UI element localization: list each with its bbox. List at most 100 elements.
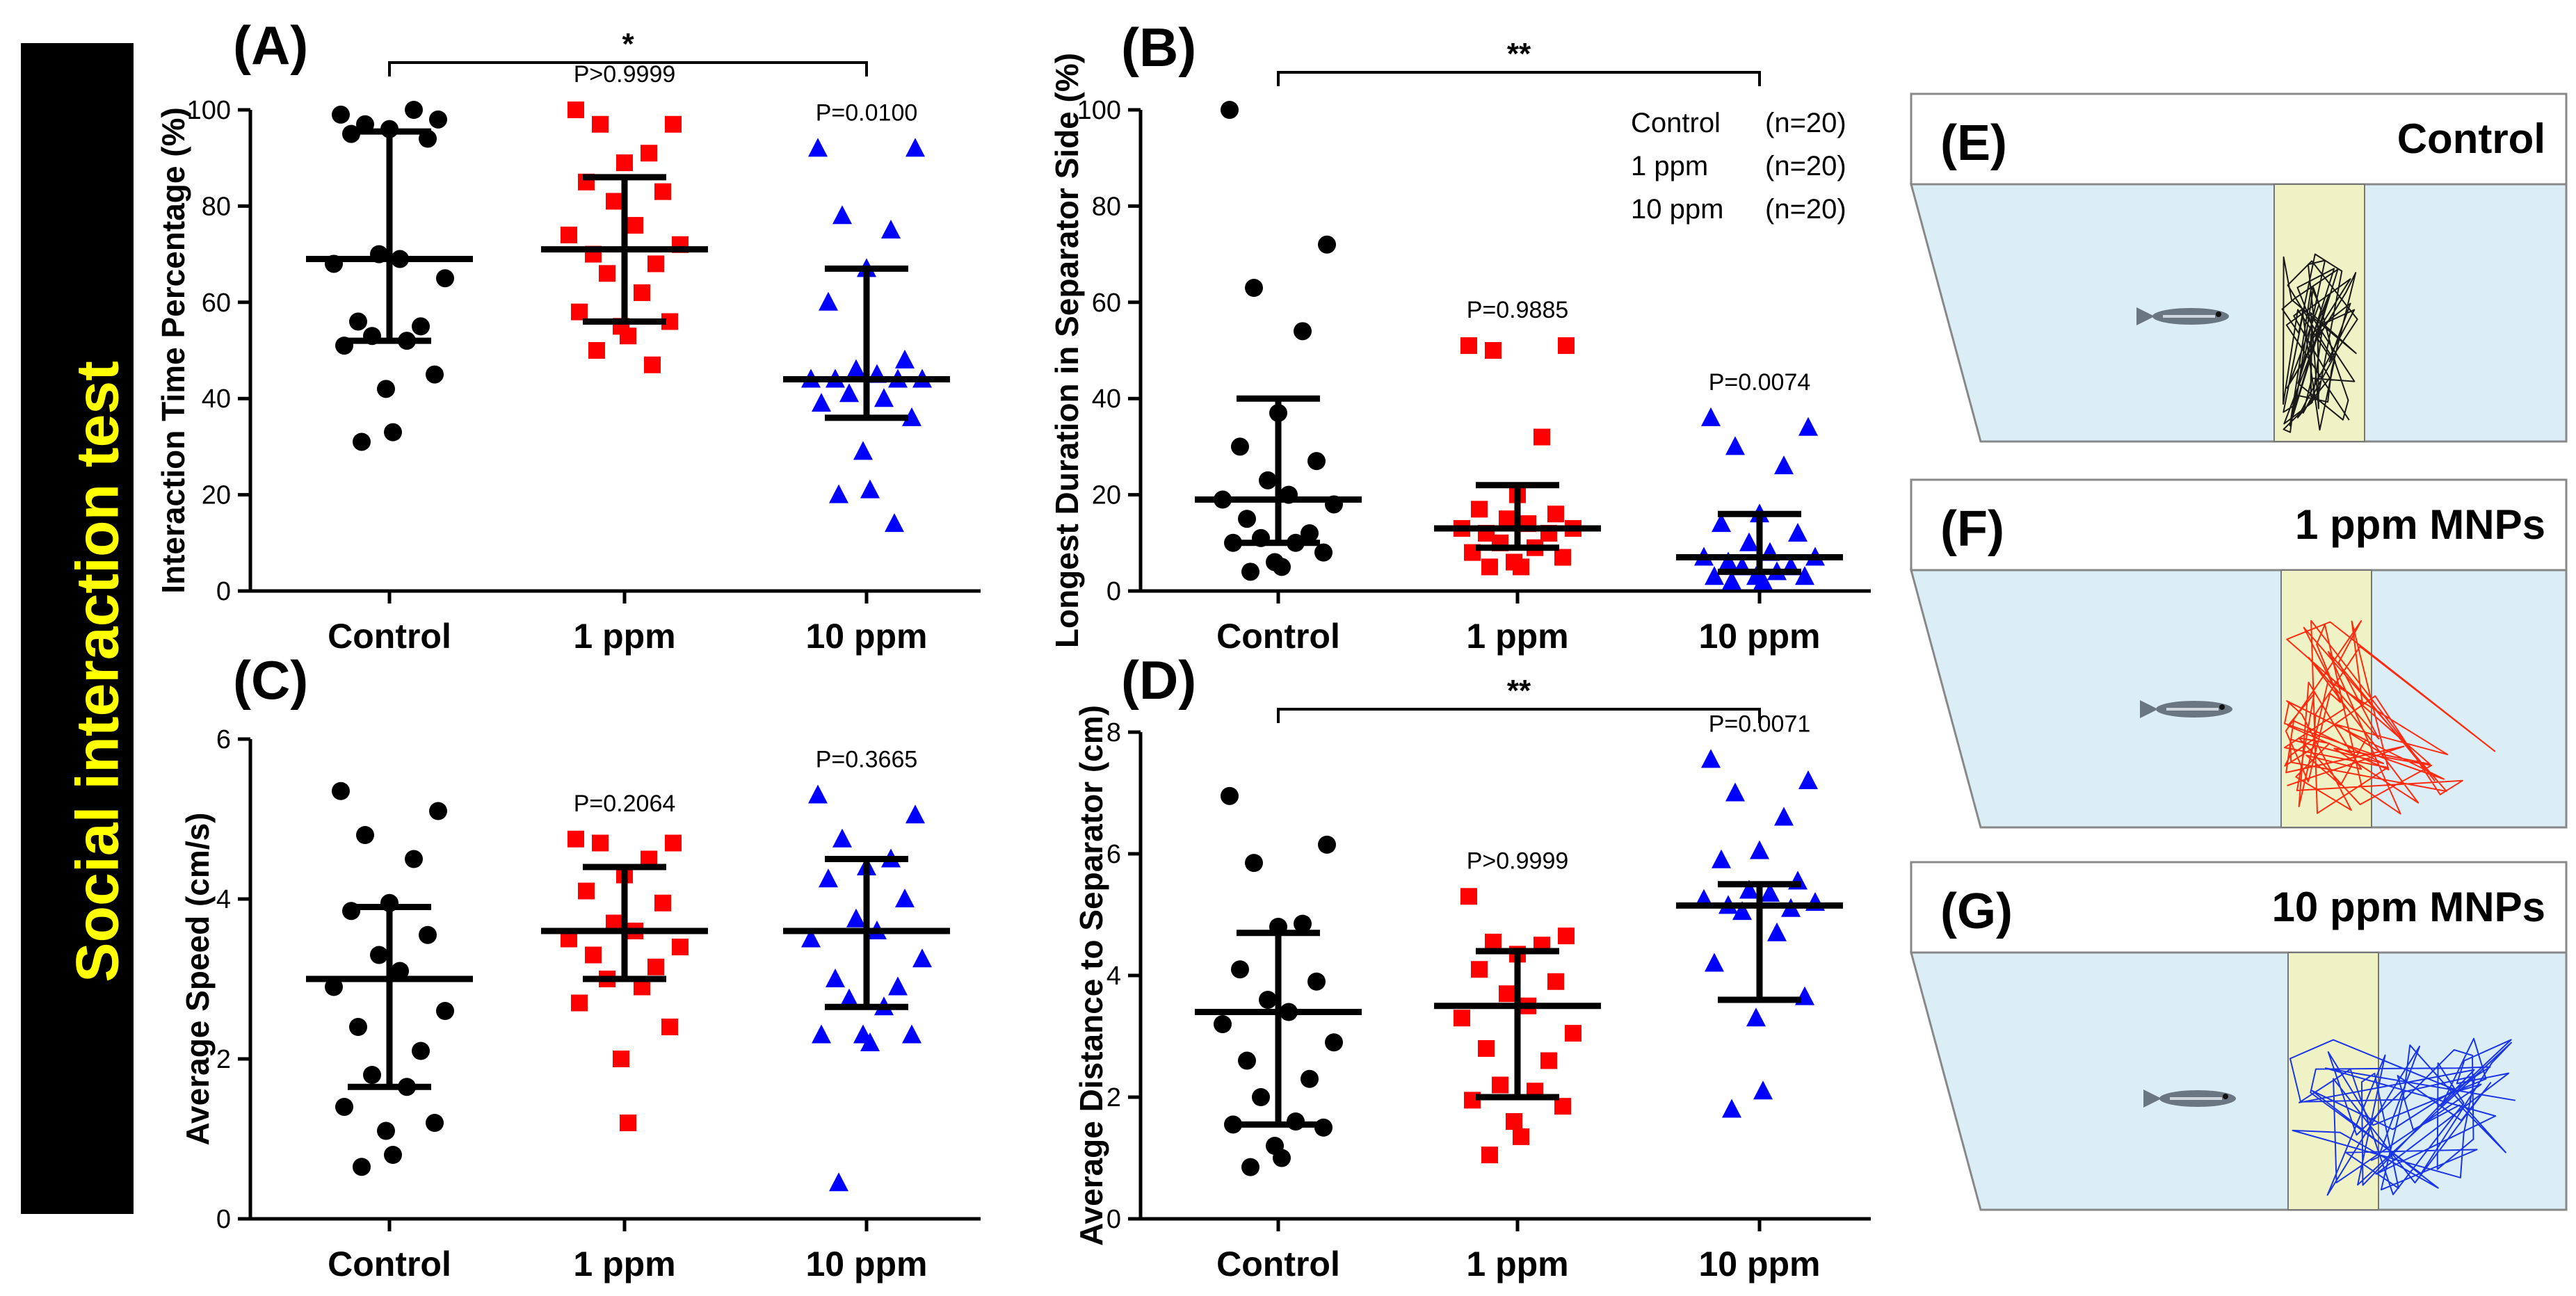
data-point [1318, 835, 1336, 854]
data-point [1554, 1098, 1571, 1115]
track-header [1910, 861, 2568, 954]
y-axis-label: Average Distance to Separator (cm) [1073, 705, 1109, 1246]
data-point [1231, 960, 1249, 979]
data-point [801, 928, 821, 948]
data-point [808, 784, 828, 804]
x-tick-label: 1 ppm [1466, 1245, 1568, 1283]
y-tick-label: 2 [216, 1045, 231, 1074]
data-point [429, 110, 447, 129]
data-point [1774, 455, 1794, 475]
data-point [1245, 854, 1263, 873]
x-tick-label: 1 ppm [573, 1245, 675, 1283]
y-tick-label: 2 [1106, 1083, 1121, 1112]
chart-panel-d: (D) 0 2 4 6 8 Control 1 ppm 10 ppm Average Distan… [1073, 649, 1871, 1283]
y-tick-label: 4 [216, 885, 231, 914]
data-point [885, 513, 904, 533]
x-tick-label: 10 ppm [1698, 617, 1820, 656]
x-tick-label: 10 ppm [805, 1245, 927, 1283]
panel-label: (B) [1121, 17, 1196, 78]
data-point [332, 105, 350, 124]
track-label: (F) [1940, 501, 2004, 557]
y-tick-label: 0 [216, 1205, 231, 1234]
y-tick-label: 20 [202, 481, 231, 510]
p-value-label: P=0.9885 [1467, 297, 1569, 323]
data-point [616, 154, 633, 172]
data-point [672, 939, 689, 955]
y-tick-label: 100 [187, 96, 231, 125]
data-point [349, 1018, 367, 1036]
y-tick-label: 100 [1077, 96, 1121, 125]
data-point [839, 988, 859, 1007]
series-control [306, 101, 473, 451]
y-tick-label: 0 [1106, 1205, 1121, 1234]
data-point [1750, 840, 1769, 859]
data-point [1259, 991, 1277, 1009]
legend-label: 1 ppm [1631, 151, 1708, 181]
series-10-ppm [783, 784, 950, 1192]
data-point [1506, 1113, 1522, 1130]
data-point [1547, 505, 1564, 523]
data-point [1241, 1158, 1259, 1176]
data-point [585, 946, 602, 964]
data-point [571, 994, 588, 1012]
p-value-label: P>0.9999 [1467, 848, 1569, 874]
data-point [1547, 973, 1564, 990]
data-point [1705, 566, 1724, 585]
swim-track [2284, 619, 2496, 815]
data-point [832, 205, 852, 225]
data-point [1739, 880, 1759, 899]
data-point [1513, 1128, 1529, 1145]
data-point [1231, 437, 1249, 456]
p-value-label: P=0.0100 [816, 99, 918, 126]
data-point [1558, 337, 1575, 355]
data-point [665, 115, 682, 133]
data-point [661, 1019, 678, 1035]
data-point [405, 850, 423, 868]
tank [1910, 183, 2568, 443]
data-point [1499, 985, 1515, 1003]
data-point [881, 220, 901, 238]
significance-bracket [1277, 708, 1761, 723]
series-1-ppm [541, 830, 708, 1131]
x-tick-label: 10 ppm [1698, 1245, 1820, 1283]
data-point [1325, 1033, 1343, 1052]
series-control [1195, 101, 1362, 581]
y-axis-label: Interaction Time Percentage (%) [155, 107, 191, 594]
fish-tail [2143, 1090, 2162, 1108]
data-point [641, 145, 657, 162]
data-point [1481, 1147, 1498, 1164]
panel-label: (D) [1121, 649, 1196, 711]
track-panel-f: (F) 1 ppm MNPs [1910, 478, 2568, 829]
significance-label: ** [1507, 674, 1531, 708]
data-point [592, 834, 609, 852]
data-point [1795, 566, 1814, 585]
data-point [1273, 558, 1291, 576]
p-value-label: P=0.3665 [816, 747, 918, 773]
data-point [1701, 749, 1721, 768]
data-point [377, 1121, 395, 1140]
data-point [905, 138, 925, 157]
y-axis-label: Longest Duration in Separator Side (%) [1049, 53, 1085, 648]
data-point [356, 826, 374, 844]
series-control [306, 781, 473, 1176]
track-title: 1 ppm MNPs [2295, 501, 2545, 548]
data-point [1798, 770, 1818, 789]
data-point [860, 479, 880, 499]
data-point [377, 380, 395, 398]
data-point [1252, 1088, 1270, 1106]
data-point [567, 830, 584, 848]
data-point [654, 894, 671, 912]
data-point [1739, 532, 1759, 551]
y-tick-label: 0 [216, 577, 231, 606]
y-tick-label: 80 [202, 192, 231, 221]
data-point [1712, 513, 1731, 533]
data-point [1492, 1076, 1508, 1094]
data-point [1224, 533, 1242, 552]
data-point [384, 423, 402, 442]
series-1-ppm [541, 102, 708, 373]
data-point [846, 359, 866, 378]
data-point [412, 1042, 430, 1060]
data-point [819, 868, 838, 888]
track-header [1910, 92, 2568, 186]
